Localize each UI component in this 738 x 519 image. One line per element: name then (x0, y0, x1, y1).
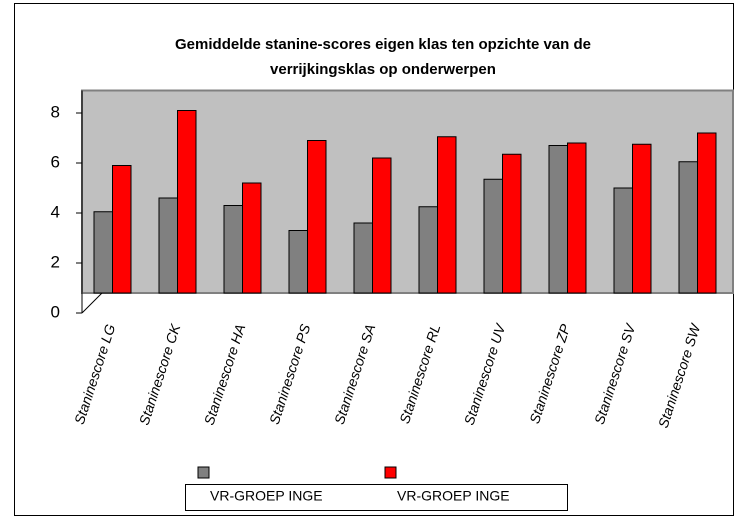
y-tick-label: 4 (51, 202, 60, 221)
bar (502, 153, 522, 294)
bar (177, 110, 197, 294)
bar (112, 165, 132, 294)
bar (288, 230, 308, 294)
x-axis (81, 292, 103, 314)
legend-swatch (197, 466, 210, 479)
chart-title: verrijkingsklas op onderwerpen (270, 61, 496, 78)
y-tick-label: 2 (51, 252, 60, 271)
y-tick-label: 8 (51, 102, 60, 121)
bar (548, 145, 568, 294)
chart-title: Gemiddelde stanine-scores eigen klas ten… (175, 36, 591, 53)
bar (632, 143, 652, 294)
bar (613, 187, 633, 294)
bar (437, 136, 457, 294)
y-tick-label: 6 (51, 152, 60, 171)
legend-swatch (384, 466, 397, 479)
bar (158, 197, 178, 294)
legend-box (185, 484, 568, 511)
bar (483, 178, 503, 294)
bar (93, 211, 113, 294)
y-tick-label: 0 (51, 302, 60, 321)
legend-label: VR-GROEP INGE (210, 488, 323, 504)
bar (353, 222, 373, 294)
bar (242, 182, 262, 294)
bar (223, 205, 243, 294)
legend-label: VR-GROEP INGE (397, 488, 510, 504)
bar (307, 140, 327, 294)
bar (678, 161, 698, 294)
bar (567, 142, 587, 294)
bar (418, 206, 438, 294)
bar (372, 157, 392, 294)
bar (697, 132, 717, 294)
